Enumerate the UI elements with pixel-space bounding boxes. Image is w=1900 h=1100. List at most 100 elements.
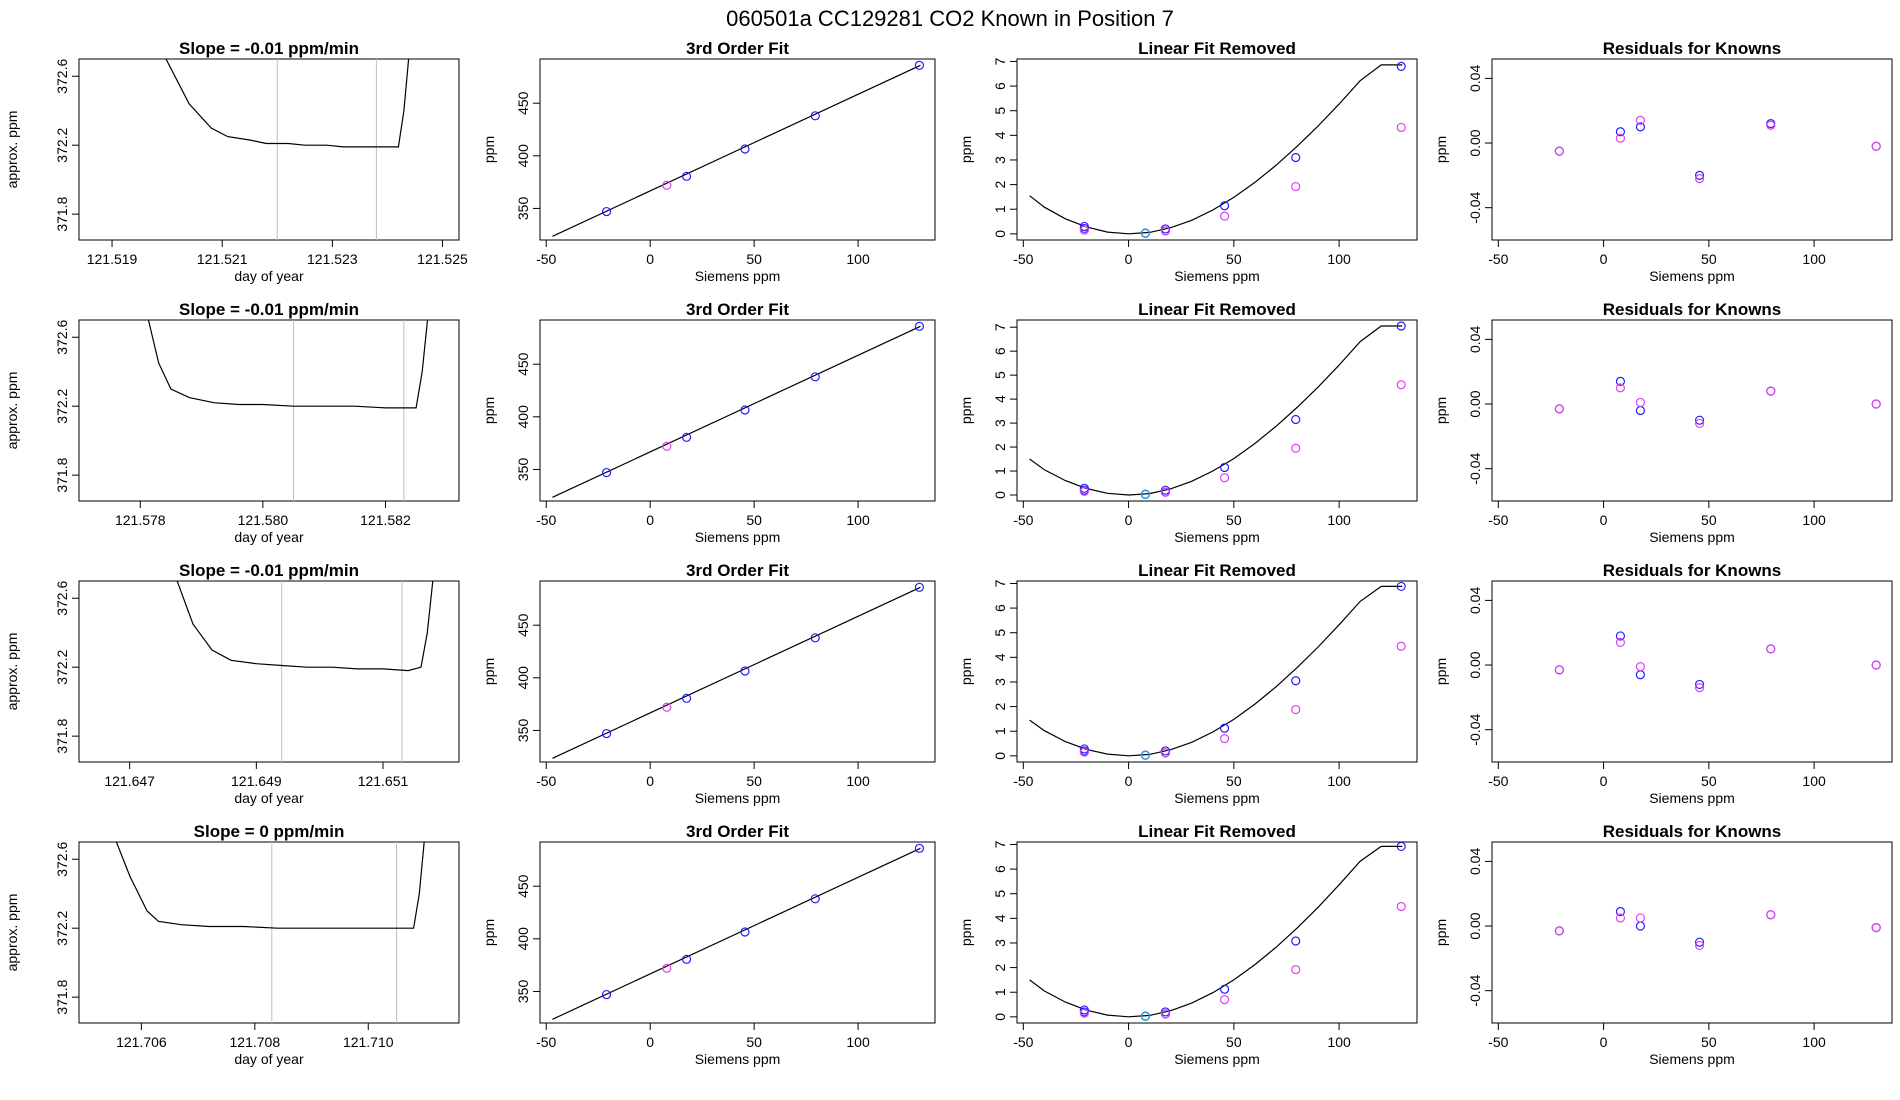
- x-axis-label: day of year: [234, 529, 304, 545]
- fit-line: [552, 586, 921, 759]
- panel-title: Residuals for Knowns: [1603, 561, 1782, 580]
- data-point: [1219, 984, 1230, 994]
- y-tick-label: 0: [992, 752, 1008, 760]
- y-axis-label: ppm: [481, 136, 497, 163]
- y-tick-label: 0.04: [1467, 326, 1483, 353]
- data-point: [1554, 146, 1564, 156]
- panel-title: Slope = 0 ppm/min: [194, 822, 345, 841]
- data-point: [1694, 937, 1705, 947]
- data-point: [914, 60, 925, 70]
- panel-title: Slope = -0.01 ppm/min: [179, 561, 359, 580]
- x-tick-label: 0: [1600, 1034, 1608, 1050]
- data-point: [1396, 842, 1406, 852]
- data-point: [601, 728, 612, 739]
- data-point: [1219, 995, 1230, 1005]
- y-tick-label: 350: [515, 980, 531, 1004]
- plot-frame: [539, 319, 936, 502]
- x-tick-label: -50: [536, 773, 556, 789]
- data-point: [662, 441, 672, 451]
- panel-grid: Slope = -0.01 ppm/min 121.519 121.521 121.5…: [4, 39, 1893, 1067]
- data-point: [914, 843, 925, 853]
- x-tick-label: 0: [1125, 1034, 1133, 1050]
- data-point: [1219, 473, 1230, 483]
- data-point: [1219, 201, 1230, 211]
- data-point: [1396, 901, 1406, 912]
- data-point: [1079, 747, 1089, 757]
- data-point: [1140, 1011, 1151, 1021]
- data-point: [1554, 404, 1564, 414]
- y-tick-label: 400: [515, 927, 531, 951]
- panel-0-0: Slope = -0.01 ppm/min 121.519 121.521 121.5…: [4, 39, 468, 284]
- x-tick-label: -50: [1488, 512, 1508, 528]
- panel-2-0: Slope = -0.01 ppm/min 121.647 121.649 121.6…: [4, 561, 460, 806]
- plot-area: [147, 320, 429, 501]
- y-tick-label: 400: [515, 666, 531, 690]
- data-point: [740, 144, 750, 154]
- y-axis-label: ppm: [1433, 658, 1449, 685]
- plot-frame: [539, 580, 936, 763]
- panel-title: Linear Fit Removed: [1138, 300, 1296, 319]
- y-tick-label: 6: [992, 604, 1008, 612]
- x-tick-label: -50: [1488, 1034, 1508, 1050]
- y-axis-label: ppm: [481, 919, 497, 946]
- panel-title: Slope = -0.01 ppm/min: [179, 39, 359, 58]
- data-point: [1554, 926, 1564, 936]
- x-tick-label: 100: [1327, 773, 1351, 789]
- y-tick-label: 1: [992, 467, 1008, 475]
- y-tick-label: 6: [992, 347, 1008, 355]
- y-tick-label: 372.2: [54, 910, 70, 945]
- y-tick-label: 6: [992, 865, 1008, 873]
- x-tick-label: 50: [1701, 1034, 1717, 1050]
- data-point: [1291, 936, 1301, 946]
- y-tick-label: 3: [992, 939, 1008, 947]
- data-point: [1635, 670, 1646, 680]
- y-tick-label: 7: [992, 57, 1008, 65]
- data-point: [1140, 489, 1151, 500]
- y-tick-label: 2: [992, 963, 1008, 971]
- data-point: [1291, 443, 1301, 453]
- panel-1-0: Slope = -0.01 ppm/min 121.578 121.580 121.5…: [4, 300, 460, 545]
- y-tick-label: 3: [992, 156, 1008, 164]
- x-tick-label: 121.582: [360, 512, 411, 528]
- plot-frame: [1491, 580, 1893, 763]
- data-point: [1766, 910, 1776, 920]
- x-tick-label: -50: [1013, 251, 1033, 267]
- x-tick-label: 121.578: [115, 512, 166, 528]
- series-line: [115, 842, 425, 929]
- y-axis-label: approx. ppm: [4, 111, 20, 189]
- x-tick-label: 100: [1802, 773, 1826, 789]
- panel-1-2: Linear Fit Removed -50 0 50 100 Siemens ppm 0 1…: [958, 300, 1418, 545]
- y-tick-label: 2: [992, 443, 1008, 451]
- y-tick-label: 1: [992, 727, 1008, 735]
- x-tick-label: 121.647: [104, 773, 155, 789]
- panel-3-1: 3rd Order Fit -50 0 50 100 Siemens ppm 350 400 4…: [481, 822, 936, 1067]
- data-point: [1396, 380, 1406, 390]
- y-tick-label: 0: [992, 491, 1008, 499]
- data-point: [1291, 964, 1301, 975]
- plot-area: [1554, 906, 1881, 951]
- y-tick-label: 4: [992, 914, 1008, 922]
- x-tick-label: 50: [1701, 773, 1717, 789]
- x-axis-label: Siemens ppm: [695, 790, 781, 806]
- y-axis-label: ppm: [481, 397, 497, 424]
- panel-title: 3rd Order Fit: [686, 561, 789, 580]
- y-axis-label: ppm: [958, 919, 974, 946]
- data-point: [1160, 1009, 1171, 1019]
- x-axis-label: day of year: [234, 790, 304, 806]
- fit-line: [552, 847, 921, 1020]
- plot-area: [1029, 321, 1406, 500]
- plot-frame: [1016, 580, 1418, 763]
- x-tick-label: 0: [1600, 773, 1608, 789]
- x-tick-label: 100: [1327, 251, 1351, 267]
- plot-frame: [1491, 841, 1893, 1024]
- x-tick-label: 121.523: [307, 251, 358, 267]
- plot-area: [552, 582, 925, 759]
- panel-title: Residuals for Knowns: [1603, 39, 1782, 58]
- y-tick-label: 372.2: [54, 388, 70, 423]
- x-axis-label: day of year: [234, 268, 304, 284]
- data-point: [1615, 631, 1626, 641]
- y-tick-label: 5: [992, 371, 1008, 379]
- panel-title: 3rd Order Fit: [686, 822, 789, 841]
- y-tick-label: 450: [515, 874, 531, 898]
